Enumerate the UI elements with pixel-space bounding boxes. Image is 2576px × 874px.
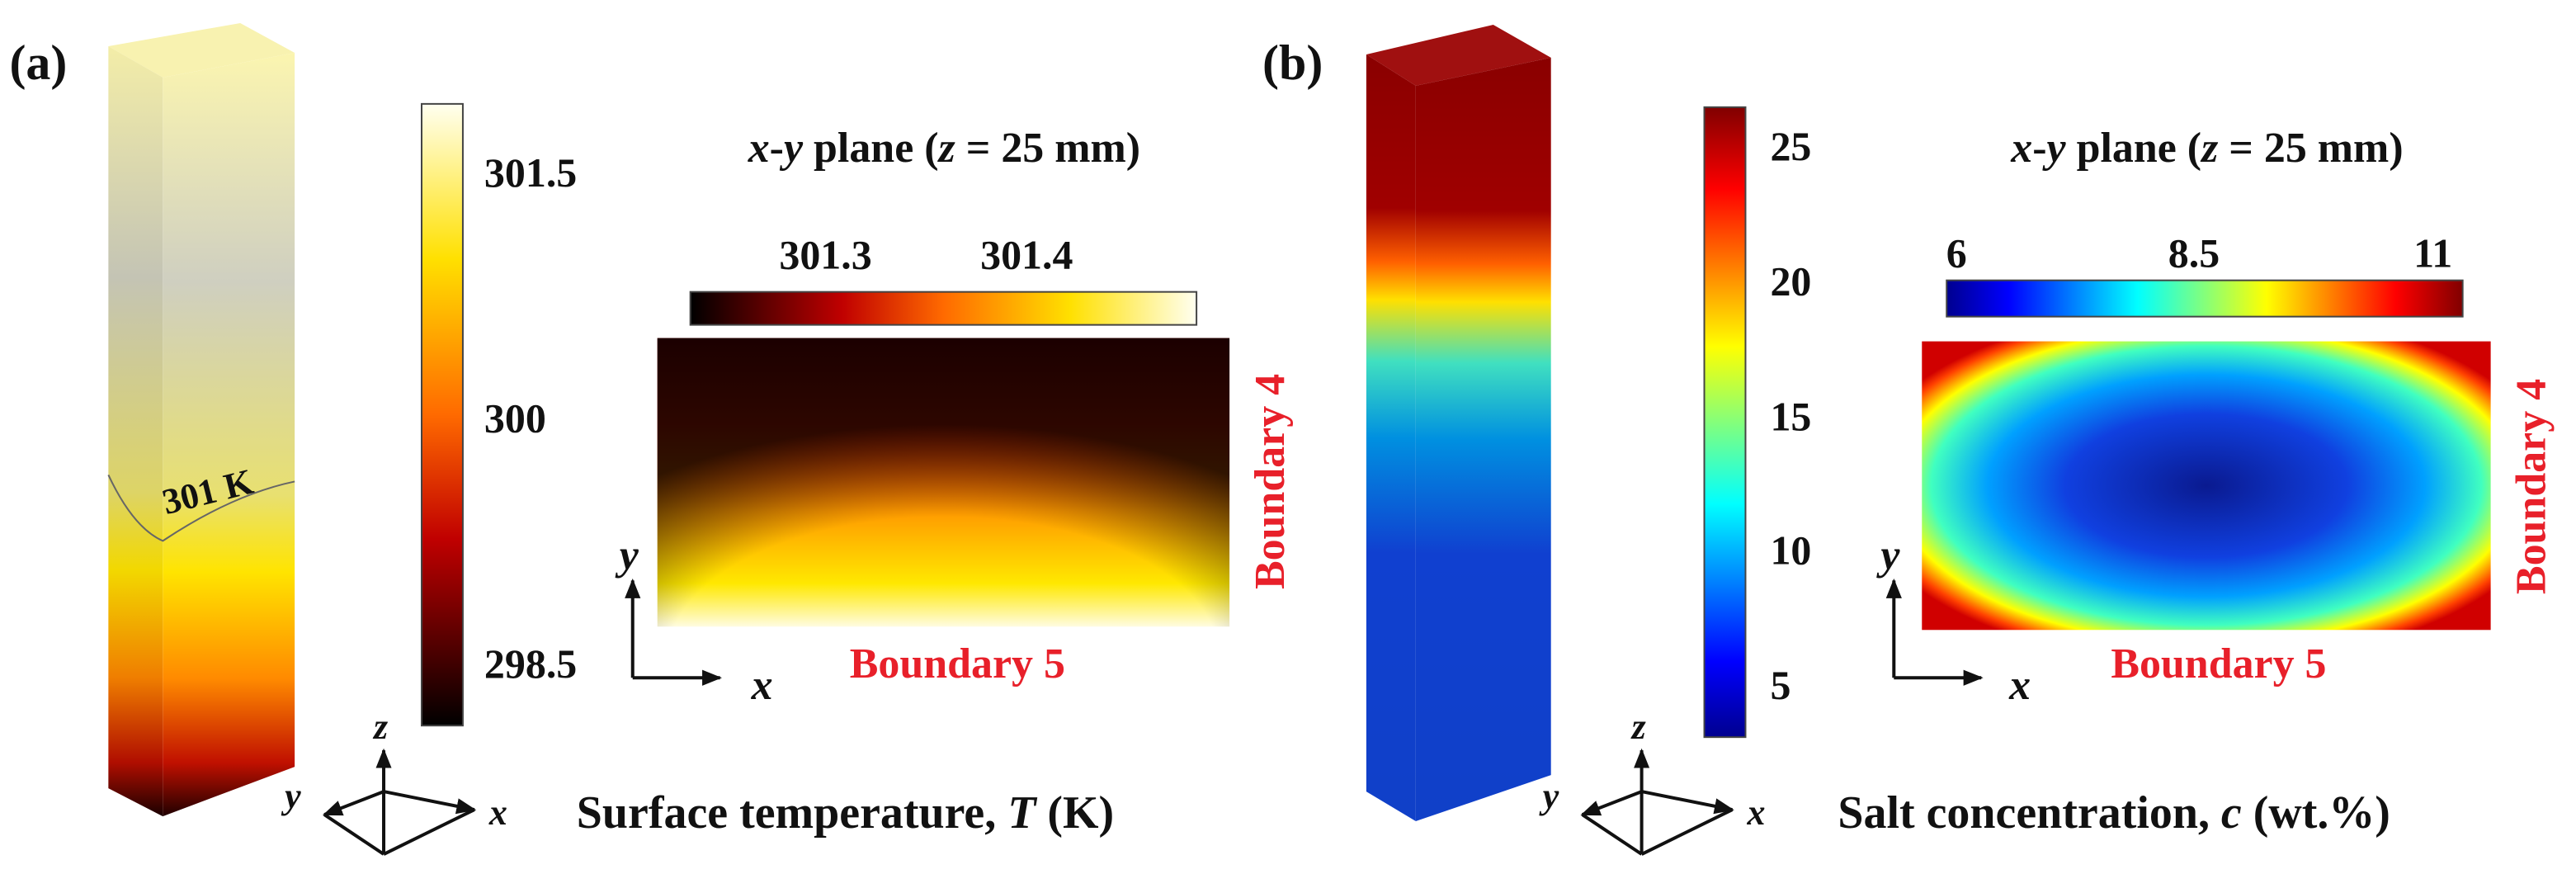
boundary-label: Boundary 5 [2111, 640, 2326, 687]
plane-field [1922, 341, 2491, 631]
axis-label: z [372, 706, 388, 747]
axes-2d [1885, 578, 1984, 686]
column-side [163, 52, 295, 817]
caption: Surface temperature, T (K) [577, 787, 1114, 839]
axis-arrow [1641, 790, 1734, 815]
part: z [2200, 125, 2219, 172]
part: x [2010, 125, 2032, 172]
plane-title: x-y plane (z = 25 mm) [748, 125, 1140, 172]
part: z [937, 125, 956, 172]
axes-3d [1580, 748, 1734, 856]
part: x [748, 125, 770, 172]
plane-colorbar [1946, 279, 2464, 318]
colorbar-tick: 301.5 [484, 149, 577, 196]
part: - [770, 125, 784, 172]
plane-colorbar-tick: 301.3 [779, 232, 871, 278]
plane-colorbar-tick: 6 [1946, 230, 1967, 276]
axis-arrow [1580, 790, 1643, 816]
plane-colorbar-tick: 301.4 [980, 232, 1073, 278]
column-top [108, 22, 295, 78]
part: (wt.%) [2242, 787, 2390, 839]
column-top [1366, 24, 1551, 86]
axis-arrow [322, 790, 385, 816]
axis-arrow [383, 790, 477, 815]
column-front [108, 45, 163, 817]
colorbar-tick: 10 [1770, 527, 1811, 573]
column-front [1366, 54, 1416, 822]
column-3d [107, 22, 295, 817]
part: (K) [1036, 787, 1114, 839]
plane-title: x-y plane (z = 25 mm) [2010, 125, 2403, 172]
boundary-label: Boundary 4 [2508, 379, 2555, 594]
part: = 25 mm) [2218, 125, 2403, 172]
axis-label: x [1746, 792, 1765, 833]
colorbar-tick: 5 [1770, 662, 1790, 708]
axes-2d [625, 578, 723, 686]
axis-label: x [2008, 662, 2031, 709]
axis-line [323, 813, 385, 856]
colorbar-tick: 25 [1770, 123, 1811, 169]
part: y [2042, 125, 2067, 172]
part: plane ( [2066, 125, 2202, 172]
colorbar-tick: 298.5 [484, 640, 577, 687]
caption: Salt concentration, c (wt.%) [1838, 787, 2390, 839]
axis-label: y [615, 531, 639, 579]
column-side [1415, 57, 1551, 822]
plane-colorbar-tick: 8.5 [2168, 230, 2220, 276]
part: - [2032, 125, 2046, 172]
part: = 25 mm) [955, 125, 1140, 172]
colorbar-tick: 15 [1770, 394, 1811, 440]
column-3d [1366, 24, 1551, 822]
plane-field-shade [657, 338, 1230, 627]
boundary-label: Boundary 5 [850, 640, 1065, 687]
axis-label: y [1875, 531, 1900, 579]
part: T [1007, 787, 1037, 839]
axis-label: x [751, 662, 773, 709]
axis-label: z [1630, 706, 1646, 747]
axes-3d [322, 748, 477, 856]
colorbar [420, 102, 464, 727]
colorbar [1703, 106, 1747, 739]
panel-label: (a) [9, 35, 67, 90]
colorbar-tick: 300 [484, 395, 546, 442]
boundary-label: Boundary 4 [1247, 374, 1294, 589]
part: plane ( [803, 125, 939, 172]
part: Salt concentration, [1838, 787, 2221, 839]
axis-label: y [1539, 776, 1559, 816]
part: y [779, 125, 804, 172]
panel-label: (b) [1262, 35, 1323, 90]
colorbar-tick: 20 [1770, 258, 1811, 305]
axis-line [383, 808, 475, 856]
part: c [2221, 787, 2242, 839]
isotherm [107, 475, 295, 542]
plane-colorbar [689, 291, 1198, 326]
plane-colorbar-tick: 11 [2413, 230, 2452, 276]
axis-line [1640, 808, 1734, 856]
axis-label: y [281, 776, 301, 816]
part: Surface temperature, [577, 787, 1007, 839]
axis-label: x [488, 792, 507, 833]
axis-line [1581, 813, 1643, 856]
